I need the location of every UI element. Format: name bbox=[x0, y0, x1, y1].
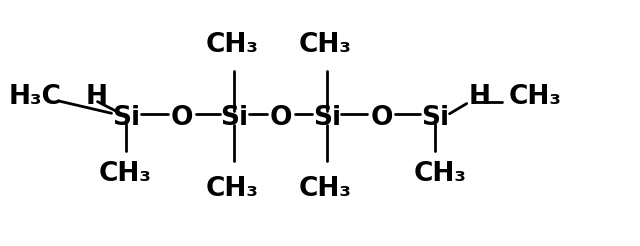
Text: Si: Si bbox=[112, 105, 140, 131]
Text: Si: Si bbox=[220, 105, 248, 131]
Text: CH₃: CH₃ bbox=[509, 84, 562, 110]
Text: O: O bbox=[269, 105, 292, 131]
Text: H: H bbox=[468, 84, 490, 110]
Text: H: H bbox=[85, 84, 108, 110]
Text: CH₃: CH₃ bbox=[99, 161, 151, 187]
Text: O: O bbox=[170, 105, 193, 131]
Text: CH₃: CH₃ bbox=[298, 32, 351, 58]
Text: Si: Si bbox=[421, 105, 449, 131]
Text: CH₃: CH₃ bbox=[413, 161, 467, 187]
Text: Si: Si bbox=[312, 105, 340, 131]
Text: CH₃: CH₃ bbox=[298, 176, 351, 202]
Text: H₃C: H₃C bbox=[9, 84, 61, 110]
Text: CH₃: CH₃ bbox=[206, 176, 259, 202]
Text: CH₃: CH₃ bbox=[206, 32, 259, 58]
Text: O: O bbox=[370, 105, 393, 131]
